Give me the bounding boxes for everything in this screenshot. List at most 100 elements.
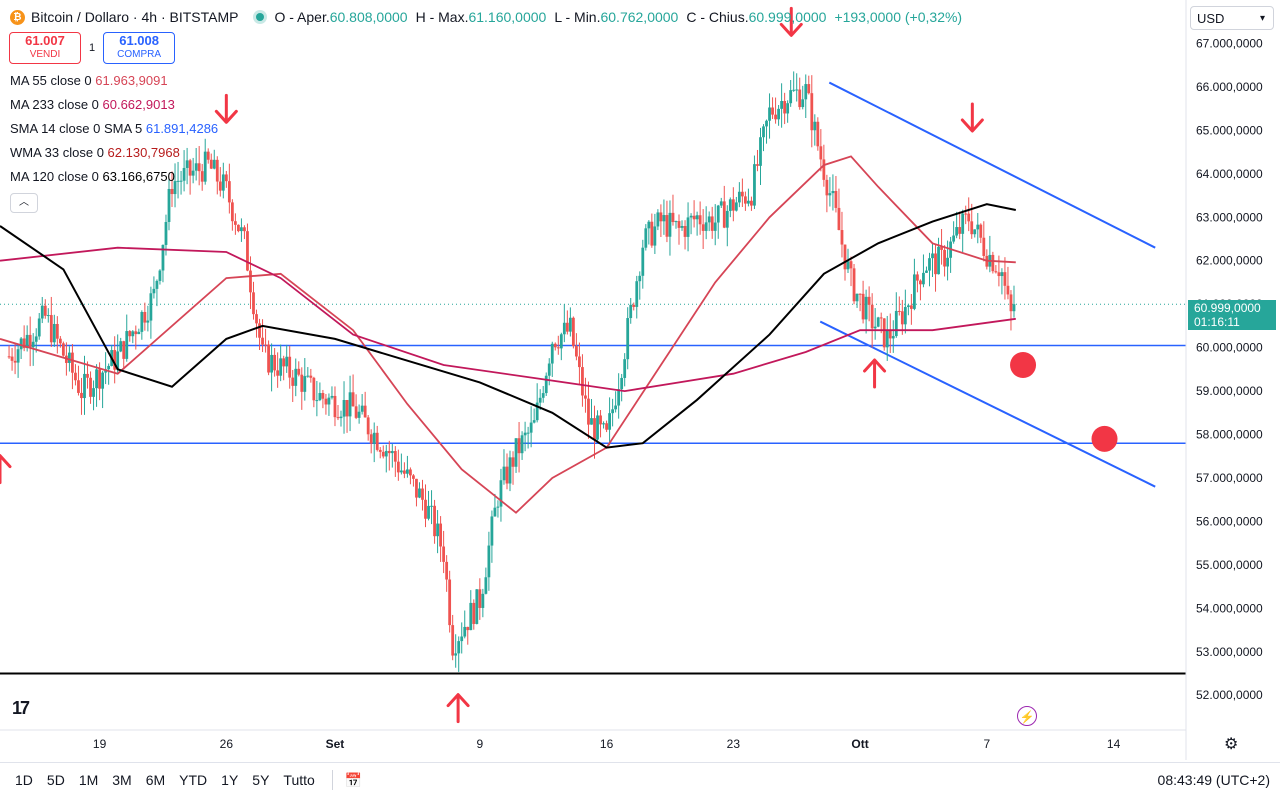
candle-body xyxy=(134,331,138,335)
candle-body xyxy=(662,215,666,222)
candle-body xyxy=(819,146,823,160)
indicator-value: 61.891,4286 xyxy=(145,121,219,136)
candle-body xyxy=(961,213,965,234)
candle-body xyxy=(834,190,838,208)
candle-body xyxy=(846,261,850,270)
moving-average-line xyxy=(0,203,1016,449)
arrow-up-icon xyxy=(863,358,887,389)
candle-body xyxy=(707,216,711,223)
collapse-legend-button[interactable]: ︿ xyxy=(10,193,38,213)
candle-body xyxy=(312,377,316,401)
price-tick-label: 53.000,0000 xyxy=(1196,645,1263,659)
candle-body xyxy=(725,210,729,228)
candle-body xyxy=(140,311,144,332)
candle-body xyxy=(671,212,675,223)
candle-body xyxy=(43,305,47,316)
chevron-down-icon: ▾ xyxy=(1259,13,1265,24)
candle-body xyxy=(478,589,482,608)
clock-readout[interactable]: 08:43:49 (UTC+2) xyxy=(1157,772,1270,788)
candle-body xyxy=(931,253,934,259)
candle-body xyxy=(131,331,135,337)
calendar-icon[interactable]: 📅 xyxy=(331,770,362,790)
timeframe-ytd[interactable]: YTD xyxy=(179,772,208,788)
candle-body xyxy=(496,506,500,508)
candle-body xyxy=(276,370,280,376)
candle-body xyxy=(128,331,132,337)
candle-body xyxy=(466,626,470,631)
symbol-title[interactable]: Bitcoin / Dollaro · 4h · BITSTAMP xyxy=(31,9,239,25)
candle-body xyxy=(704,222,708,231)
indicator-name: MA 120 close 0 xyxy=(10,169,103,184)
candle-body xyxy=(562,322,566,335)
candle-body xyxy=(83,373,86,399)
candle-body xyxy=(240,227,243,232)
arrow-head xyxy=(214,109,238,124)
indicator-name: SMA 14 close 0 SMA 5 xyxy=(10,121,146,136)
indicator-legend-1[interactable]: MA 233 close 0 60.662,9013 xyxy=(10,97,175,112)
candle-body xyxy=(98,369,101,389)
timeframe-6m[interactable]: 6M xyxy=(145,772,166,788)
candle-body xyxy=(451,625,455,656)
candle-body xyxy=(221,174,225,191)
candle-body xyxy=(568,317,572,332)
candle-body xyxy=(399,470,403,473)
candle-body xyxy=(656,212,660,227)
candle-body xyxy=(342,400,346,417)
candle-body xyxy=(689,215,693,218)
price-tick-label: 65.000,0000 xyxy=(1196,123,1263,137)
trade-panel: 61.007 VENDI 1 61.008 COMPRA xyxy=(9,32,176,64)
candle-body xyxy=(544,375,548,394)
candle-body xyxy=(922,272,925,285)
candle-body xyxy=(31,341,35,348)
tradingview-logo[interactable]: 17 xyxy=(12,698,30,718)
candle-body xyxy=(185,160,189,168)
settings-icon[interactable]: ⚙ xyxy=(1224,736,1239,753)
candle-body xyxy=(789,90,793,104)
timeframe-tutto[interactable]: Tutto xyxy=(283,772,315,788)
candle-body xyxy=(49,315,53,343)
time-tick-label: 14 xyxy=(1107,737,1121,751)
candle-body xyxy=(701,224,705,231)
indicator-legend-2[interactable]: SMA 14 close 0 SMA 5 61.891,4286 xyxy=(10,121,218,136)
candle-body xyxy=(279,358,283,376)
candle-body xyxy=(535,402,539,421)
timeframe-1d[interactable]: 1D xyxy=(15,772,33,788)
candle-body xyxy=(958,227,962,234)
indicator-legend-3[interactable]: WMA 33 close 0 62.130,7968 xyxy=(10,145,180,160)
candle-body xyxy=(107,365,111,370)
candle-body xyxy=(179,180,183,182)
candle-body xyxy=(378,449,382,452)
candle-body xyxy=(71,352,74,373)
candle-body xyxy=(970,221,974,235)
flash-icon[interactable]: ⚡ xyxy=(1017,706,1037,726)
candle-body xyxy=(864,296,868,320)
timeframe-1m[interactable]: 1M xyxy=(78,772,99,788)
timeframe-5d[interactable]: 5D xyxy=(46,772,65,788)
ohlc-open: O - Aper.60.808,0000 xyxy=(274,9,408,25)
candle-body xyxy=(55,323,59,339)
candle-body xyxy=(840,230,844,245)
candle-body xyxy=(309,375,313,378)
candle-body xyxy=(771,107,774,115)
candle-body xyxy=(750,200,753,206)
candle-body xyxy=(743,196,747,204)
candle-body xyxy=(188,160,192,176)
timeframe-5y[interactable]: 5Y xyxy=(252,772,270,788)
candle-body xyxy=(203,151,207,182)
candle-body xyxy=(719,201,723,206)
sell-button[interactable]: 61.007 VENDI xyxy=(9,32,81,64)
candle-body xyxy=(442,546,446,562)
buy-button[interactable]: 61.008 COMPRA xyxy=(103,32,176,64)
candle-body xyxy=(412,475,415,479)
candle-body xyxy=(798,89,802,108)
indicator-legend-0[interactable]: MA 55 close 0 61.963,9091 xyxy=(10,73,168,88)
candle-body xyxy=(716,205,720,223)
candle-body xyxy=(888,330,892,339)
timeframe-1y[interactable]: 1Y xyxy=(221,772,239,788)
timeframe-3m[interactable]: 3M xyxy=(112,772,132,788)
currency-select[interactable]: USD ▾ xyxy=(1190,6,1274,30)
indicator-legend-4[interactable]: MA 120 close 0 63.166,6750 xyxy=(10,169,175,184)
candle-body xyxy=(224,174,228,182)
indicator-value: 63.166,6750 xyxy=(102,169,175,184)
